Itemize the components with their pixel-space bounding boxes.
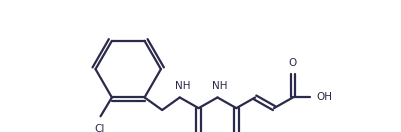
Text: OH: OH <box>316 92 332 102</box>
Text: Cl: Cl <box>95 124 105 132</box>
Text: NH: NH <box>174 81 190 91</box>
Text: NH: NH <box>212 81 228 91</box>
Text: O: O <box>289 58 297 68</box>
